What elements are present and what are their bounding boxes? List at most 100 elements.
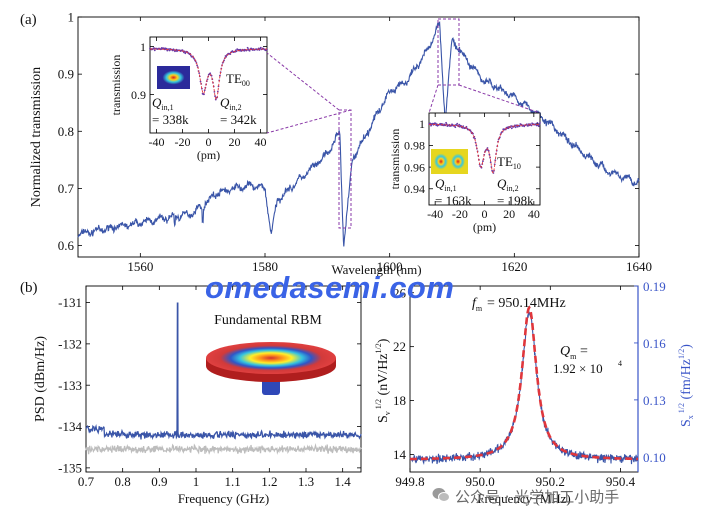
a-inset-te10-xlabel: (pm) bbox=[473, 220, 496, 234]
watermark: omedasemi.com bbox=[205, 270, 455, 305]
panel-a-label: (a) bbox=[20, 12, 37, 28]
a-connector-1 bbox=[266, 109, 352, 134]
a-inset-te00-point bbox=[203, 93, 205, 96]
a-main-ytick-label: 0.8 bbox=[58, 124, 74, 139]
b-lor-xtick-label: 950.2 bbox=[536, 474, 565, 489]
a-inset-te10-point bbox=[530, 124, 533, 127]
a-main-ytick-label: 0.6 bbox=[58, 238, 75, 253]
b-psd-ytick-label: -133 bbox=[58, 378, 82, 393]
a-ylabel: Normalized transmission bbox=[29, 67, 44, 207]
a-inset-te00-point bbox=[199, 80, 202, 83]
a-inset-te00-xtick-label: 40 bbox=[255, 135, 267, 149]
b-lor-ylabel-right: Sx 1/2 (fm/Hz1/2) bbox=[677, 344, 695, 427]
b-psd-xtick-label: 1.2 bbox=[261, 474, 277, 489]
b-lor-ylabel-right-end: ) bbox=[679, 344, 694, 349]
b-lor-measured-line bbox=[409, 310, 639, 465]
a-inset-te00-point bbox=[168, 49, 171, 52]
a-inset-te00-point bbox=[229, 53, 232, 55]
a-inset-te10-point bbox=[489, 161, 492, 164]
a-inset-te10-fit-line bbox=[429, 124, 540, 174]
b-lor-ylabel-right-sup: 1/2 bbox=[677, 403, 686, 415]
a-connector-2 bbox=[458, 84, 541, 114]
a-inset-te10-ylabel: transmission bbox=[388, 129, 402, 190]
b-lor-ylabel-end: ) bbox=[376, 338, 391, 343]
a-inset-te00-point bbox=[203, 89, 206, 92]
a-zoom-box-2 bbox=[437, 18, 460, 86]
a-inset-te00-point bbox=[214, 95, 217, 98]
b-lor-ylabel-sub: v bbox=[383, 411, 392, 415]
a-inset-te10-point bbox=[510, 127, 513, 130]
a-inset-te00-point bbox=[248, 49, 251, 52]
b-lor-ylabel-unit: (nV/Hz bbox=[376, 353, 391, 399]
a-inset-te10-point bbox=[456, 122, 459, 125]
b-psd-xtick-label: 1.1 bbox=[225, 474, 241, 489]
a-inset-te10-ytick-label: 0.94 bbox=[404, 182, 425, 196]
a-inset-te00-ytick-label: 1 bbox=[140, 40, 146, 54]
b-lor-fm-sub: m bbox=[476, 304, 483, 313]
a-inset-te10-q1-sub: in,1 bbox=[444, 184, 456, 193]
a-connector-2 bbox=[428, 84, 439, 114]
b-psd-xtick-label: 1.3 bbox=[298, 474, 314, 489]
b-psd-signal-line bbox=[85, 302, 362, 441]
b-lor-xtick-label: 949.8 bbox=[395, 474, 424, 489]
a-inset-te10-point bbox=[488, 153, 491, 156]
a-inset-te10-point bbox=[465, 125, 468, 128]
a-inset-te10-q2-sub: in,2 bbox=[506, 184, 518, 193]
a-main-xtick-label: 1560 bbox=[127, 259, 153, 274]
a-inset-te00-point bbox=[235, 50, 238, 53]
b-psd-ytick-label: -135 bbox=[58, 460, 82, 475]
b-psd-ytick-label: -134 bbox=[58, 419, 82, 434]
a-inset-te10-point bbox=[461, 127, 464, 129]
b-lor-ytick-right-label: 0.10 bbox=[643, 450, 666, 465]
a-main-ytick-label: 0.7 bbox=[58, 181, 75, 196]
a-inset-te10-point bbox=[429, 122, 432, 125]
a-transmission-line bbox=[77, 21, 640, 247]
b-psd-xtick-label: 0.8 bbox=[115, 474, 131, 489]
b-lor-ytick-label: 18 bbox=[393, 393, 406, 408]
a-inset-te10-ytick-label: 0.98 bbox=[404, 139, 425, 153]
b-lor-ylabel-unit-sup: 1/2 bbox=[374, 343, 383, 353]
b-lor-ytick-label: 22 bbox=[393, 339, 406, 354]
b-psd-background-line bbox=[85, 443, 362, 455]
a-inset-te10-xtick-label: 20 bbox=[503, 207, 515, 221]
b-lor-qm-eq: = bbox=[580, 344, 588, 359]
b-psd-xtick-label: 1 bbox=[193, 474, 200, 489]
b-lor-ylabel: Sv 1/2 (nV/Hz1/2) bbox=[374, 338, 392, 423]
a-inset-te00-xlabel: (pm) bbox=[197, 148, 220, 162]
a-zoom-box-1 bbox=[338, 109, 352, 229]
b-lor-ytick-right-label: 0.13 bbox=[643, 393, 666, 408]
b-lor-ylabel-right-unit: (fm/Hz bbox=[679, 359, 694, 403]
b-lor-qm-number: 1.92 × 10 bbox=[553, 361, 603, 376]
a-inset-te10-xtick-label: 40 bbox=[528, 207, 540, 221]
rbm-disk-top bbox=[206, 342, 336, 374]
a-inset-te10-point bbox=[458, 123, 461, 126]
a-main-xtick-label: 1620 bbox=[501, 259, 527, 274]
b-lor-ylabel-sup: 1/2 bbox=[374, 399, 383, 411]
a-inset-te10-point bbox=[454, 126, 457, 129]
b-psd-frame bbox=[85, 285, 362, 473]
a-inset-te10-mode-spot bbox=[451, 153, 465, 170]
a-inset-te10-point bbox=[445, 121, 447, 124]
a-inset-te10-xtick-label: 0 bbox=[482, 207, 488, 221]
a-inset-te00-point bbox=[153, 49, 156, 52]
a-main-xtick-label: 1580 bbox=[252, 259, 278, 274]
a-inset-te10-ytick-label: 1 bbox=[419, 117, 425, 131]
a-main-ytick-label: 1 bbox=[68, 10, 75, 25]
b-lor-xlabel: Frequency (MHz) bbox=[477, 491, 571, 506]
a-inset-te10-point bbox=[539, 122, 541, 124]
a-inset-te00-ytick-label: 0.9 bbox=[131, 88, 146, 102]
a-inset-te00-q2-value: = 342k bbox=[220, 112, 257, 127]
a-inset-te10-point bbox=[537, 125, 540, 128]
b-lor-fm-value: = 950.14MHz bbox=[487, 296, 566, 311]
b-psd-xtick-label: 1.4 bbox=[335, 474, 352, 489]
a-inset-te10-ytick-label: 0.96 bbox=[404, 160, 425, 174]
a-xlabel: Wavelength (nm) bbox=[331, 262, 421, 277]
a-inset-te00-q1-sub: in,1 bbox=[161, 103, 173, 112]
b-lor-xtick-label: 950.4 bbox=[606, 474, 636, 489]
a-inset-te10-point bbox=[514, 126, 517, 129]
a-inset-te00-xtick-label: 0 bbox=[206, 135, 212, 149]
b-lor-ylabel-right-unit-sup: 1/2 bbox=[677, 349, 686, 359]
wechat-icon bbox=[432, 488, 450, 502]
b-psd-ylabel: PSD (dBm/Hz) bbox=[33, 336, 48, 422]
